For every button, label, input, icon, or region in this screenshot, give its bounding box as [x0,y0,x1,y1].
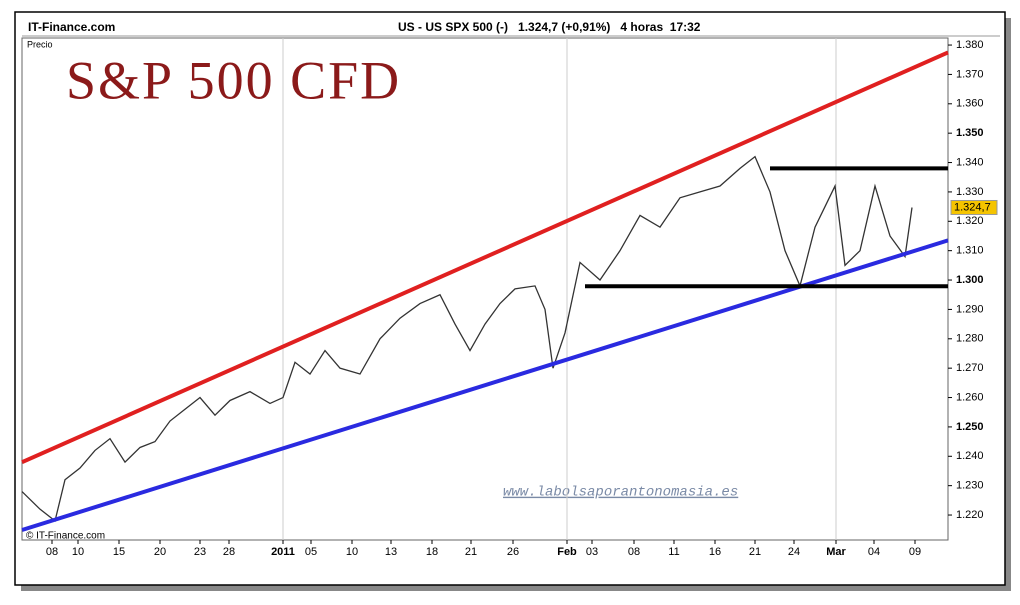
x-tick-label: 09 [909,546,921,558]
x-tick-label: 28 [223,546,235,558]
header: US - US SPX 500 (-) 1.324,7 (+0,91%) 4 h… [398,20,701,34]
x-tick-label: 08 [628,546,640,558]
x-tick-label: 16 [709,546,721,558]
last-price-label: 1.324,7 [954,201,991,213]
y-tick-label: 1.360 [956,98,984,110]
y-tick-label: 1.240 [956,450,984,462]
x-tick-label: 26 [507,546,519,558]
y-tick-label: 1.350 [956,127,984,139]
source: IT-Finance.com [28,20,115,34]
x-tick-label: 11 [668,546,679,558]
y-tick-label: 1.320 [956,215,984,227]
x-tick-label: 03 [586,546,598,558]
y-tick-label: 1.370 [956,68,984,80]
trend-line [21,238,949,532]
x-tick-label: Mar [826,546,846,558]
trend-line [21,50,949,464]
x-tick-label: 15 [113,546,125,558]
y-tick-label: 1.280 [956,333,984,345]
x-tick-label: 24 [788,546,800,558]
x-tick-label: 08 [46,546,58,558]
x-tick-label: 05 [305,546,317,558]
y-tick-label: 1.260 [956,391,984,403]
y-tick-label: 1.270 [956,362,984,374]
y-tick-label: 1.330 [956,186,984,198]
x-tick-label: 21 [749,546,761,558]
x-tick-label: 10 [72,546,84,558]
y-tick-label: 1.290 [956,303,984,315]
credit: © IT-Finance.com [26,531,105,542]
x-tick-label: 2011 [271,546,295,558]
chart-title: S&P 500 CFD [66,50,401,110]
y-tick-label: 1.220 [956,509,984,521]
x-tick-label: 18 [426,546,438,558]
x-tick-label: 10 [346,546,358,558]
x-tick-label: 21 [465,546,477,558]
x-tick-label: Feb [557,546,577,558]
x-tick-label: 13 [385,546,397,558]
y-tick-label: 1.380 [956,39,984,51]
x-tick-label: 23 [194,546,206,558]
price-line [21,155,913,523]
x-tick-label: 20 [154,546,166,558]
y-label: Precio [27,39,53,49]
y-tick-label: 1.310 [956,245,984,257]
y-tick-label: 1.250 [956,421,984,433]
last-price-tag [950,199,998,215]
y-tick-label: 1.340 [956,156,984,168]
y-tick-label: 1.300 [956,274,984,286]
x-tick-label: 04 [868,546,880,558]
y-tick-label: 1.230 [956,480,984,492]
watermark: www.labolsaporantonomasia.es [503,485,738,501]
